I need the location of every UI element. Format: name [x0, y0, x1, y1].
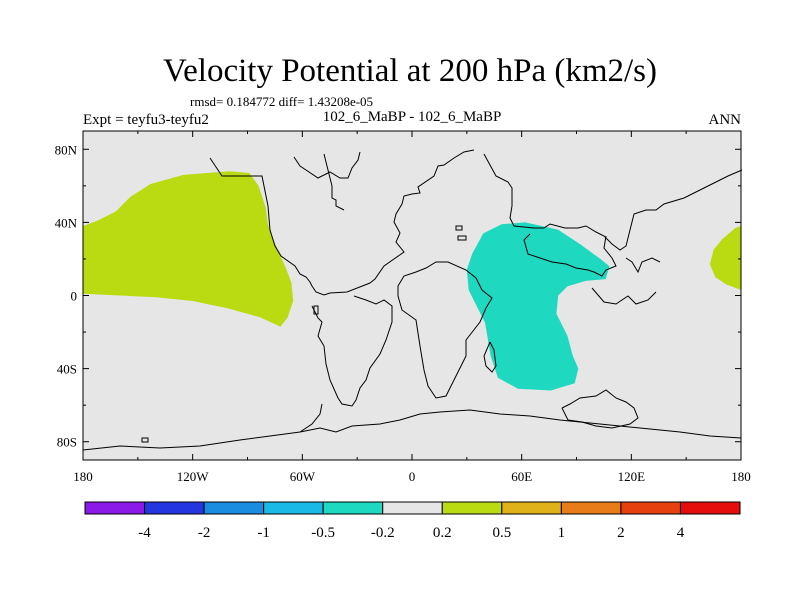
- x-tick-label: 120E: [618, 469, 646, 484]
- colorbar-label: -4: [138, 525, 151, 541]
- island-hawaii: [141, 437, 149, 443]
- experiment-label: Expt = teyfu3-teyfu2: [83, 112, 209, 128]
- colorbar: -4 -2 -1 -0.5 -0.2 0.2 0.5 1 2 4: [84, 501, 741, 541]
- coastline-eurasia: [483, 153, 743, 251]
- island-small-3: [313, 305, 319, 315]
- coastline-greenland: [323, 153, 345, 211]
- x-tick-label: 180: [731, 469, 751, 484]
- coastline-australia: [561, 389, 639, 429]
- colorbar-swatch: [203, 501, 265, 515]
- colorbar-swatch: [441, 501, 503, 515]
- coastline-antarctica: [82, 409, 742, 451]
- coastlines: [82, 149, 743, 451]
- island-small-1: [457, 235, 467, 241]
- colorbar-label: -0.5: [311, 525, 335, 541]
- colorbar-label: 2: [617, 525, 625, 541]
- colorbar-label: 4: [677, 525, 685, 541]
- x-tick-label: 180: [73, 469, 93, 484]
- colorbar-swatch: [620, 501, 681, 515]
- x-tick-label: 0: [409, 469, 416, 484]
- x-axis: 180 120W 60W 0 60E 120E 180: [73, 131, 751, 484]
- coastline-japan: [625, 257, 661, 274]
- y-tick-label: 80S: [57, 435, 77, 450]
- chart-title: Velocity Potential at 200 hPa (km2/s): [163, 53, 657, 89]
- colorbar-swatch: [144, 501, 205, 515]
- case-label: 102_6_MaBP - 102_6_MaBP: [323, 109, 502, 125]
- colorbar-swatch: [382, 501, 443, 515]
- x-tick-label: 120W: [177, 469, 210, 484]
- colorbar-swatch: [679, 501, 741, 515]
- colorbar-label: -2: [198, 525, 211, 541]
- colorbar-swatch: [84, 501, 146, 515]
- coastline-southeast-asia: [591, 287, 657, 305]
- coastline-arctic-islands: [293, 151, 361, 179]
- coastline-north-america: [209, 149, 475, 296]
- colorbar-label: -0.2: [371, 525, 395, 541]
- y-tick-label: 40S: [57, 362, 77, 377]
- colorbar-label: 0.5: [492, 525, 511, 541]
- contour-region-positive-anomaly-pacific: [83, 171, 294, 327]
- colorbar-label: -1: [257, 525, 270, 541]
- y-tick-label: 80N: [55, 142, 78, 157]
- colorbar-swatch: [560, 501, 622, 515]
- coastline-africa: [397, 261, 493, 399]
- x-tick-label: 60E: [511, 469, 532, 484]
- colorbar-label: 0.2: [433, 525, 452, 541]
- island-small-2: [455, 225, 463, 231]
- colorbar-swatch: [322, 501, 384, 515]
- y-axis: 80N 40N 0 40S 80S: [55, 142, 741, 450]
- colorbar-swatch: [501, 501, 562, 515]
- coastline-antarctic-peninsula: [299, 403, 323, 433]
- contour-region-negative-anomaly-africa-indian: [466, 222, 610, 391]
- stats-label: rmsd= 0.184772 diff= 1.43208e-05: [190, 94, 373, 109]
- colorbar-label: 1: [558, 525, 566, 541]
- contour-regions: [83, 171, 741, 391]
- coastline-south-america: [311, 295, 393, 407]
- x-tick-label: 60W: [290, 469, 316, 484]
- y-tick-label: 0: [71, 289, 78, 304]
- coastline-east-asia: [523, 233, 617, 277]
- coastline-madagascar: [483, 341, 497, 373]
- y-tick-label: 40N: [55, 215, 78, 230]
- season-label: ANN: [709, 112, 742, 128]
- colorbar-swatch: [263, 501, 324, 515]
- contour-region-positive-anomaly-east-edge: [709, 226, 741, 290]
